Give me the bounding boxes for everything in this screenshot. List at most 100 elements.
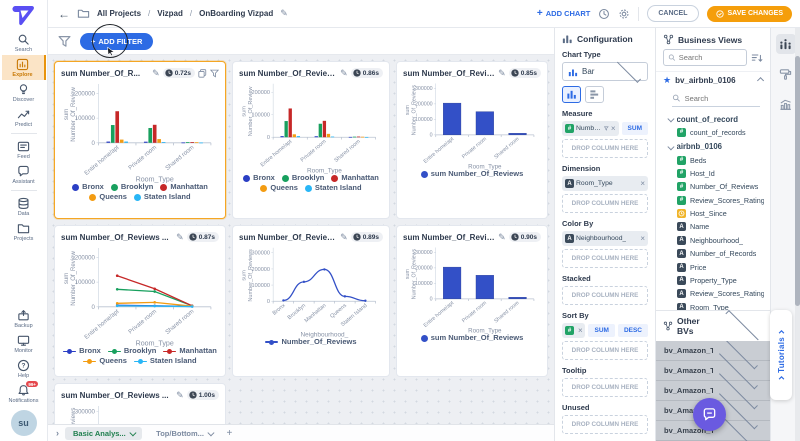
scrollbar-thumb[interactable]: [795, 56, 800, 306]
legend-item[interactable]: Staten Island: [133, 356, 197, 366]
tab-scroll-right-icon[interactable]: ›: [56, 428, 59, 438]
edit-chart-icon[interactable]: ✎: [340, 67, 348, 78]
sort-sum-button[interactable]: SUM: [588, 324, 615, 337]
sort-by-pill[interactable]: # Numbe ×: [562, 323, 586, 338]
field-item[interactable]: A Neighbourhood_: [668, 234, 764, 247]
active-business-view[interactable]: ★ bv_airbnb_0106: [656, 71, 770, 89]
chat-assistant-button[interactable]: [693, 398, 726, 431]
remove-field-icon[interactable]: ×: [578, 325, 583, 335]
chart-card[interactable]: sum Number_Of_Reviews ... ✎ 0.89s sum Number…: [232, 225, 390, 377]
remove-field-icon[interactable]: ×: [640, 233, 645, 243]
chart-card[interactable]: sum Number_Of_R... ✎ 0.72s sum Number_Of_Rev…: [54, 61, 226, 219]
sidebar-item-help[interactable]: ? Help: [2, 356, 46, 381]
horizontal-bar-toggle[interactable]: [585, 86, 604, 103]
tooltip-dropzone[interactable]: DROP COLUMN HERE: [562, 378, 648, 397]
legend-item[interactable]: Manhattan: [160, 182, 208, 192]
pill-filter-icon[interactable]: [604, 125, 609, 132]
breadcrumb-vizpad[interactable]: Vizpad: [157, 9, 183, 18]
sort-desc-button[interactable]: DESC: [617, 324, 648, 337]
legend-item[interactable]: Staten Island: [133, 192, 191, 202]
chart-filter-icon[interactable]: [210, 69, 219, 78]
sidebar-item-search[interactable]: Search: [2, 30, 46, 55]
bv-search-input[interactable]: [678, 53, 742, 62]
legend-item[interactable]: Bronx: [72, 182, 104, 192]
sort-by-dropzone[interactable]: DROP COLUMN HERE: [562, 341, 648, 360]
breadcrumb-all-projects[interactable]: All Projects: [97, 9, 142, 18]
field-group[interactable]: count_of_record: [667, 111, 764, 126]
other-bvs-header[interactable]: Other BVs: [656, 310, 770, 343]
chart-type-dropdown[interactable]: Bar: [562, 59, 648, 83]
legend-item[interactable]: sum Number_Of_Reviews: [420, 333, 523, 343]
field-item[interactable]: # count_of_records: [668, 126, 764, 139]
legend-item[interactable]: Number_Of_Reviews: [265, 337, 357, 347]
other-bv-row[interactable]: bv_Amazon_Test...: [656, 341, 770, 369]
field-search[interactable]: [672, 93, 760, 107]
tab-basic-analysis[interactable]: Basic Analys...: [65, 426, 143, 440]
chart-card[interactable]: sum Number_Of_Reviews ... ✎ 0.87s sum Number…: [54, 225, 226, 377]
sum-button[interactable]: SUM: [621, 122, 648, 135]
measure-pill[interactable]: # Number_Of... ×: [562, 121, 619, 136]
color-by-dropzone[interactable]: DROP COLUMN HERE: [562, 249, 648, 268]
sidebar-item-feed[interactable]: Feed: [2, 137, 46, 162]
save-changes-button[interactable]: SAVE CHANGES: [706, 5, 792, 22]
legend-item[interactable]: Brooklyn: [281, 173, 324, 183]
back-icon[interactable]: ←: [58, 6, 70, 21]
field-item[interactable]: A Review_Scores_Rating_bin_: [668, 287, 764, 300]
dimension-pill[interactable]: A Room_Type ×: [562, 176, 648, 191]
sidebar-item-assistant[interactable]: Assistant: [2, 162, 46, 187]
sidebar-item-data[interactable]: Data: [2, 194, 46, 219]
add-filter-button[interactable]: + ADD FILTER: [80, 32, 154, 50]
field-item[interactable]: # Host_Id: [668, 167, 764, 180]
add-chart-button[interactable]: + ADD CHART: [536, 8, 591, 19]
tab-top-bottom[interactable]: Top/Bottom...: [148, 427, 220, 440]
legend-item[interactable]: Manhattan: [163, 346, 217, 356]
dimension-dropzone[interactable]: DROP COLUMN HERE: [562, 194, 648, 213]
legend-item[interactable]: Staten Island: [304, 183, 362, 193]
tellius-logo[interactable]: [0, 0, 48, 30]
chart-plot[interactable]: sum Number_Of_Review 0 100000 200000 Entire h…: [61, 80, 219, 185]
remove-field-icon[interactable]: ×: [640, 178, 645, 188]
sidebar-item-notifications[interactable]: 99+ Notifications: [2, 381, 46, 406]
breadcrumb-current[interactable]: OnBoarding Vizpad: [199, 9, 274, 18]
field-item[interactable]: A Number_of_Records: [668, 247, 764, 260]
bv-search-box[interactable]: [663, 49, 747, 66]
chart-plot[interactable]: sum Number_Of_Reviews 0 100000 200000 300000 B…: [239, 244, 383, 340]
user-avatar[interactable]: su: [10, 410, 37, 436]
legend-item[interactable]: sum Number_Of_Reviews: [420, 169, 523, 179]
chart-plot[interactable]: sum Number_Of_Review 0 100000 200000 Entire h…: [61, 244, 219, 349]
color-by-pill[interactable]: A Neighbourhood_ ×: [562, 231, 648, 246]
edit-chart-icon[interactable]: ✎: [176, 231, 184, 242]
legend-item[interactable]: Brooklyn: [110, 182, 153, 192]
sidebar-item-monitor[interactable]: Monitor: [2, 331, 46, 356]
legend-item[interactable]: Manhattan: [331, 173, 379, 183]
add-sheet-button[interactable]: +: [226, 427, 233, 439]
remove-field-icon[interactable]: ×: [610, 123, 616, 133]
chart-plot[interactable]: sumNumber_Of_Reviews0100000200000300000E…: [61, 402, 219, 424]
tutorials-tab[interactable]: Tutorials: [770, 310, 792, 400]
chart-card[interactable]: sum Number_Of_Reviews ...✎ 0.90s sumNumber…: [396, 225, 548, 377]
field-item[interactable]: A Property_Type: [668, 274, 764, 287]
field-item[interactable]: # Review_Scores_Rating: [668, 194, 764, 207]
copy-icon[interactable]: [198, 68, 207, 78]
legend-item[interactable]: Queens: [260, 183, 298, 193]
edit-chart-icon[interactable]: ✎: [340, 231, 348, 242]
legend-item[interactable]: Bronx: [243, 173, 275, 183]
field-item[interactable]: A Name: [668, 220, 764, 233]
field-item[interactable]: A Price: [668, 260, 764, 273]
chart-card[interactable]: sum Number_Of_Reviews ...✎ 0.85s sumNumber…: [396, 61, 548, 219]
vertical-bar-toggle[interactable]: [562, 86, 581, 103]
sidebar-item-predict[interactable]: Predict: [2, 105, 46, 130]
cancel-button[interactable]: CANCEL: [647, 5, 699, 22]
legend-item[interactable]: Queens: [89, 192, 127, 202]
field-item[interactable]: Host_Since: [668, 207, 764, 220]
history-clock-icon[interactable]: [598, 8, 610, 20]
edit-title-icon[interactable]: ✎: [280, 8, 288, 18]
edit-chart-icon[interactable]: ✎: [152, 67, 160, 78]
sort-icon[interactable]: [751, 52, 763, 64]
edit-chart-icon[interactable]: ✎: [498, 67, 506, 78]
sidebar-item-backup[interactable]: Backup: [2, 306, 46, 331]
edit-chart-icon[interactable]: ✎: [498, 231, 506, 242]
edit-chart-icon[interactable]: ✎: [176, 389, 184, 400]
